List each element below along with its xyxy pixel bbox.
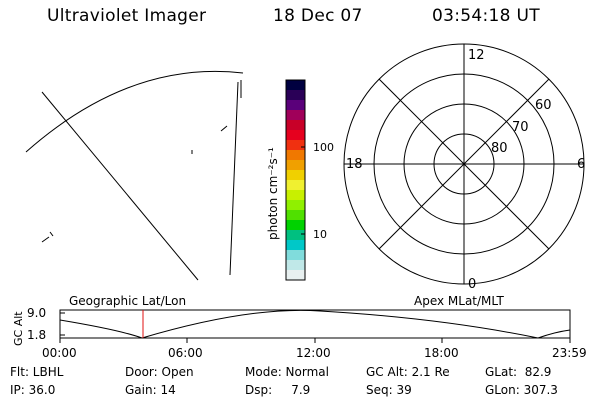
colorbar-segment [286, 210, 305, 221]
map-tick-b [220, 125, 228, 132]
info-door: Door: Open [125, 365, 194, 379]
timeline-xtick-label-12: 12:00 [296, 346, 331, 360]
colorbar [286, 80, 305, 281]
colorbar-segment [286, 220, 305, 231]
colorbar-segment [286, 90, 305, 101]
map-tick-e [49, 231, 54, 237]
polar-label-lat80: 80 [491, 141, 508, 156]
info-glat: GLat: 82.9 [485, 365, 552, 379]
info-dsp: Dsp: 7.9 [245, 383, 311, 397]
colorbar-segment [286, 240, 305, 251]
map-meridian [229, 81, 239, 276]
colorbar-label: photon cm⁻²s⁻¹ [266, 147, 280, 240]
polar-diagonal-b [378, 78, 550, 250]
time-label: 03:54:18 UT [432, 6, 540, 26]
colorbar-segment [286, 160, 305, 171]
timeline-ylabel: GC Alt [12, 311, 25, 346]
timeline-xtick-label-6: 06:00 [168, 346, 203, 360]
info-seq: Seq: 39 [366, 383, 412, 397]
colorbar-tick-label-100: 100 [313, 141, 334, 154]
colorbar-segment [286, 170, 305, 181]
timeline-right-title: Apex MLat/MLT [414, 294, 504, 308]
map-diagonal [41, 91, 199, 281]
info-gc-alt: GC Alt: 2.1 Re [366, 365, 450, 379]
colorbar-segment [286, 110, 305, 121]
colorbar-segment [286, 120, 305, 131]
colorbar-segment [286, 80, 305, 91]
map-arc [25, 70, 244, 153]
info-filter: Flt: LBHL [10, 365, 64, 379]
timeline-plot: GC Alt 9.0 1.8 Geographic Lat/Lon Apex M… [12, 294, 571, 346]
info-ip: IP: 36.0 [10, 383, 56, 397]
timeline-left-title: Geographic Lat/Lon [69, 294, 186, 308]
map-tick-d [41, 236, 50, 243]
polar-label-noon: 12 [468, 48, 485, 63]
colorbar-segment [286, 190, 305, 201]
colorbar-segment [286, 180, 305, 191]
colorbar-segment [286, 230, 305, 241]
colorbar-tick-label-10: 10 [313, 228, 327, 241]
timeline-xtick-label-0: 00:00 [42, 346, 77, 360]
polar-label-dawn: 6 [577, 157, 585, 172]
polar-label-lat60: 60 [535, 98, 552, 113]
info-mode: Mode: Normal [245, 365, 329, 379]
timeline-frame [59, 309, 571, 339]
colorbar-segment [286, 100, 305, 111]
polar-label-lat70: 70 [512, 120, 529, 135]
info-gain: Gain: 14 [125, 383, 176, 397]
timeline-ymax: 9.0 [27, 306, 46, 320]
colorbar-segment [286, 130, 305, 141]
polar-label-dusk: 18 [346, 157, 363, 172]
timeline-xtick-label-18: 18:00 [424, 346, 459, 360]
app-title: Ultraviolet Imager [47, 6, 207, 26]
info-glon: GLon: 307.3 [485, 383, 558, 397]
geographic-map [25, 70, 244, 281]
timeline-xtick-label-24: 23:59 [552, 346, 587, 360]
colorbar-frame [285, 79, 306, 281]
date-label: 18 Dec 07 [273, 6, 363, 26]
altitude-curve [59, 309, 571, 339]
colorbar-segment [286, 260, 305, 271]
timeline-ymin: 1.8 [27, 328, 46, 342]
polar-label-midnight: 0 [468, 277, 476, 292]
polar-plot [343, 43, 585, 285]
colorbar-segment [286, 200, 305, 211]
colorbar-segment [286, 140, 305, 151]
colorbar-segment [286, 150, 305, 161]
colorbar-segment [286, 270, 305, 281]
colorbar-segment [286, 250, 305, 261]
